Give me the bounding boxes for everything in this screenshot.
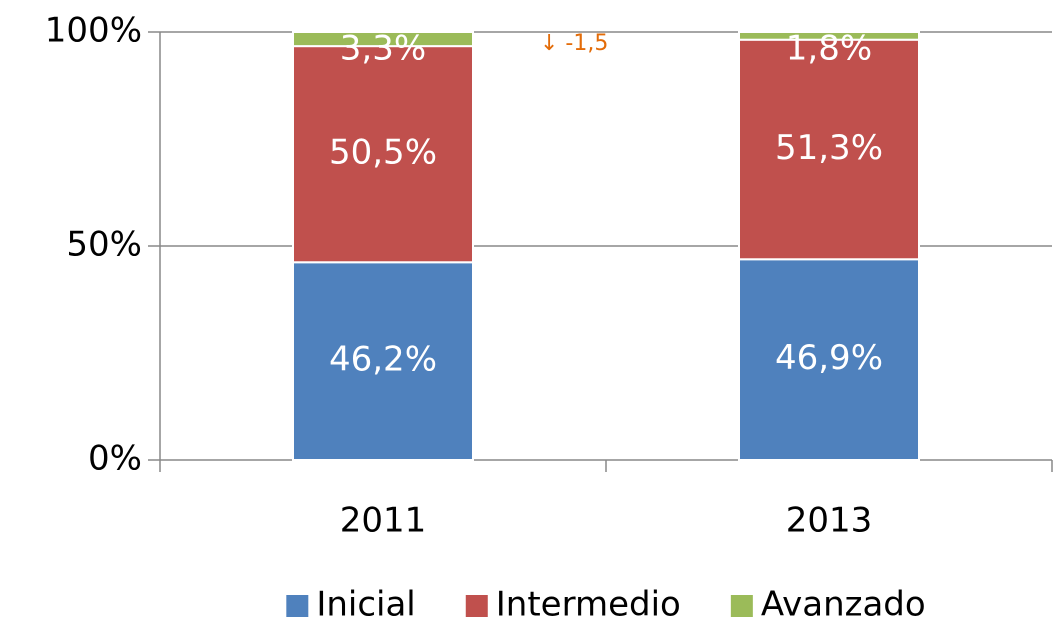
bar-segment [738,31,920,41]
data-label: 51,3% [775,128,883,168]
data-label: 1,8% [786,29,872,69]
bar-segment [738,38,920,261]
legend-swatch [286,595,309,617]
x-tick-label: 2011 [340,501,427,541]
y-tick-label: 0% [88,439,142,479]
annotation: ↓ -1,5 [540,31,608,56]
data-label: 46,9% [775,338,883,378]
y-tick-label: 100% [45,11,142,51]
legend-label: Intermedio [496,585,681,619]
x-tick-label: 2013 [786,501,873,541]
legend-swatch [730,595,753,617]
y-tick-label: 50% [66,225,142,265]
data-label: 3,3% [340,29,426,69]
legend-label: Inicial [316,585,415,619]
bar-segment [292,261,474,461]
bar-segment [292,45,474,264]
legend-label: Avanzado [761,585,926,619]
bar-segment [738,258,920,461]
data-label: 50,5% [329,133,437,173]
bar-segment [292,31,474,48]
legend-swatch [465,595,488,617]
data-label: 46,2% [329,340,437,380]
